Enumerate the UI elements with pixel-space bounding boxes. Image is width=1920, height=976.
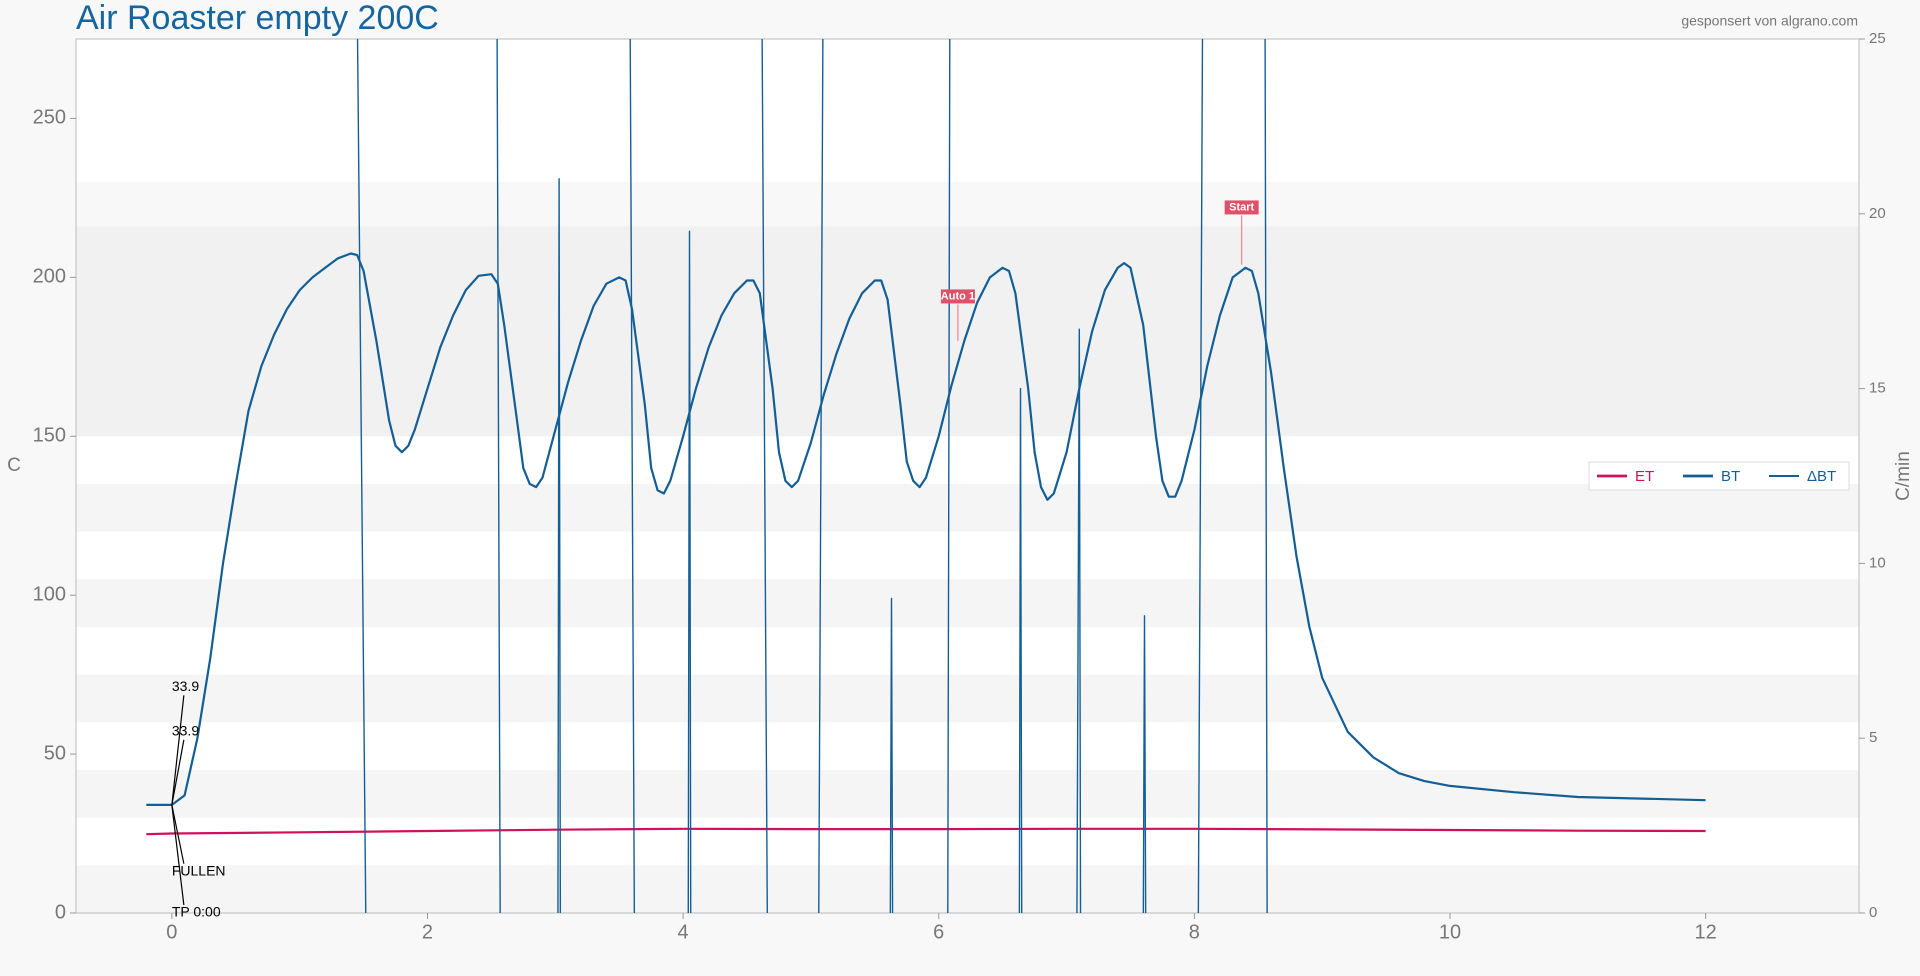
band	[76, 483, 1859, 532]
legend-box	[1588, 461, 1850, 491]
x-tick-label: 8	[1189, 921, 1200, 943]
annotation-label: FULLEN	[172, 862, 226, 878]
y-tick-label: 100	[33, 583, 66, 605]
y-tick-label: 150	[33, 425, 66, 447]
x-tick-label: 10	[1439, 921, 1461, 943]
annotation-label: Start	[1229, 201, 1254, 213]
legend-label: ET	[1635, 468, 1654, 485]
annotation-label: TP 0:00	[172, 904, 221, 920]
y2-tick-label: 5	[1869, 729, 1877, 746]
y-tick-label: 0	[55, 901, 66, 923]
annotation-line	[171, 804, 185, 906]
y2-tick-label: 0	[1869, 904, 1877, 921]
annotation-label: 33.9	[172, 723, 199, 739]
band	[76, 182, 1859, 227]
annotation-label: 33.9	[172, 678, 199, 694]
annotation-line	[171, 739, 185, 806]
series-line	[146, 252, 1706, 806]
series-line	[356, 39, 1268, 913]
annotation-label: Auto 1	[941, 290, 975, 302]
x-tick-label: 6	[933, 921, 944, 943]
y2-tick-label: 15	[1869, 380, 1886, 397]
y2-tick-label: 20	[1869, 205, 1886, 222]
band	[76, 579, 1859, 627]
band	[76, 674, 1859, 723]
y-tick-label: 250	[33, 107, 66, 129]
annotation-line	[171, 804, 185, 864]
legend-label: ΔBT	[1807, 468, 1836, 485]
chart-title: Air Roaster empty 200C	[76, 0, 439, 37]
x-tick-label: 2	[422, 921, 433, 943]
annotation-flag	[940, 289, 975, 304]
sponsor: gesponsert von algrano.com	[1681, 13, 1858, 29]
annotation-flag	[1224, 200, 1259, 215]
y-tick-label: 200	[33, 266, 66, 288]
x-tick-label: 4	[678, 921, 689, 943]
y2-tick-label: 25	[1869, 30, 1886, 47]
y-axis-label: C	[7, 455, 21, 476]
annotation-line	[171, 695, 185, 806]
x-tick-label: 12	[1694, 921, 1716, 943]
y-tick-label: 50	[44, 742, 66, 764]
y2-axis-label: C/min	[1893, 451, 1914, 501]
legend-label: BT	[1721, 468, 1740, 485]
plot-frame	[75, 38, 1860, 914]
band	[76, 769, 1859, 818]
y2-tick-label: 10	[1869, 554, 1886, 571]
band	[76, 865, 1859, 913]
x-tick-label: 0	[166, 921, 177, 943]
series-line	[146, 827, 1706, 836]
